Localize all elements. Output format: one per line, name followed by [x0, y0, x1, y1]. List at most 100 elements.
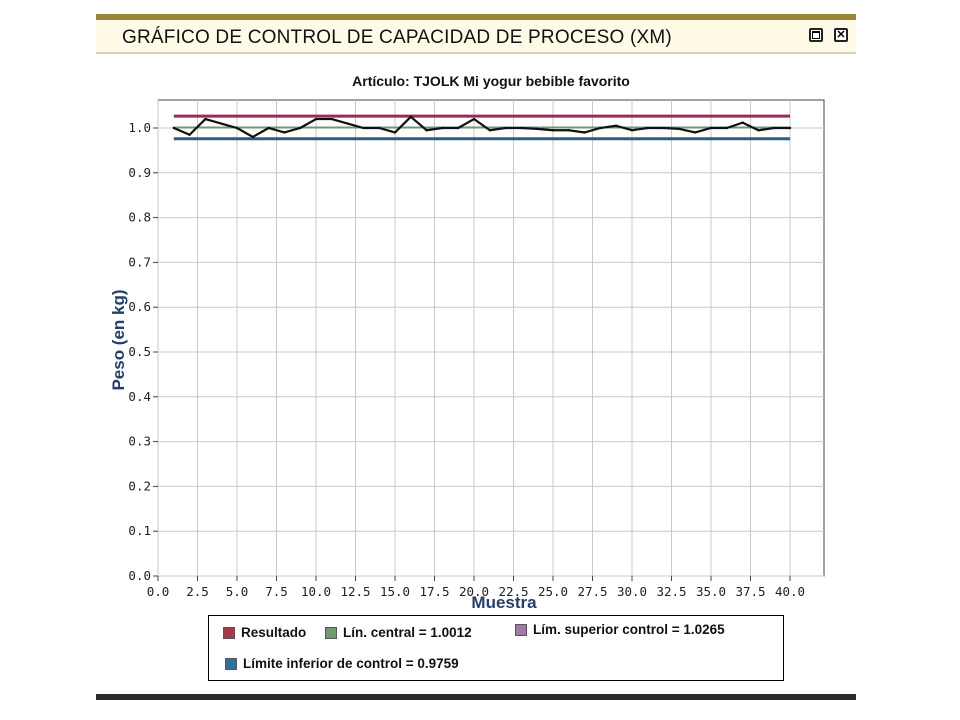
data-point: [251, 135, 254, 139]
data-point: [393, 131, 397, 134]
legend: Resultado Lín. central = 1.0012 Lím. sup…: [208, 615, 784, 681]
data-point: [204, 117, 207, 121]
data-point: [520, 126, 523, 130]
x-tick-label: 30.0: [617, 584, 647, 599]
plot-area: [157, 99, 825, 577]
data-point: [488, 129, 491, 132]
data-point: [536, 127, 539, 131]
data-point: [314, 117, 318, 121]
x-tick-label: 7.5: [265, 584, 288, 599]
data-point: [235, 126, 239, 130]
data-point: [425, 129, 428, 132]
legend-swatch: [325, 626, 337, 639]
legend-swatch: [225, 657, 237, 670]
y-tick-label: 0.5: [128, 344, 151, 359]
y-tick-label: 1.0: [128, 120, 151, 135]
x-tick-label: 0.0: [147, 584, 170, 599]
x-axis-label: Muestra: [471, 593, 537, 612]
x-axis-ticks: 0.0 2.5 5.0 7.5 10.0 12.5 15.0 17.5 20.0 22.5 25.0…: [147, 576, 805, 599]
legend-item-resultado: Resultado: [223, 625, 306, 640]
y-axis-label: Peso (en kg): [109, 289, 128, 390]
data-point: [678, 127, 681, 131]
y-tick-label: 0.2: [128, 478, 151, 493]
legend-label: Lím. superior control = 1.0265: [533, 622, 725, 637]
close-button[interactable]: ✕: [834, 28, 848, 42]
legend-item-upper: Lím. superior control = 1.0265: [515, 622, 725, 637]
data-point: [709, 126, 713, 130]
data-point: [583, 131, 586, 134]
legend-label: Límite inferior de control = 0.9759: [243, 656, 459, 671]
data-point: [567, 129, 570, 132]
data-point: [599, 126, 602, 130]
x-tick-label: 20.0: [459, 584, 489, 599]
y-axis-ticks: 0.0 0.1 0.2 0.3 0.4 0.5 0.6 0.7 0.8 0.9 1.0: [128, 120, 158, 583]
x-tick-label: 2.5: [186, 584, 209, 599]
data-point: [646, 126, 649, 130]
x-tick-label: 5.0: [226, 584, 249, 599]
data-point: [457, 126, 460, 130]
y-tick-label: 0.3: [128, 434, 151, 449]
y-tick-label: 0.1: [128, 523, 151, 538]
data-point: [362, 126, 365, 130]
data-point: [299, 126, 302, 130]
data-point: [615, 124, 618, 127]
x-tick-label: 40.0: [775, 584, 805, 599]
data-point: [694, 131, 697, 134]
legend-label: Resultado: [241, 625, 307, 640]
x-tick-label: 17.5: [419, 584, 449, 599]
data-point: [441, 126, 444, 130]
legend-swatch: [515, 623, 527, 636]
chart-title: Artículo: TJOLK Mi yogur bebible favorit…: [352, 73, 630, 89]
data-point: [378, 126, 381, 130]
y-tick-label: 0.9: [128, 165, 151, 180]
restore-button[interactable]: [809, 28, 823, 42]
data-point: [741, 121, 744, 124]
legend-swatch: [223, 626, 235, 639]
data-point: [725, 126, 728, 130]
data-point: [330, 117, 333, 121]
chart-window: GRÁFICO DE CONTROL DE CAPACIDAD DE PROCE…: [96, 14, 856, 700]
data-point: [172, 126, 175, 130]
data-point: [267, 126, 270, 130]
series-group: [172, 115, 792, 139]
data-point: [551, 129, 555, 132]
y-tick-label: 0.8: [128, 210, 151, 225]
x-tick-label: 37.5: [735, 584, 765, 599]
data-point: [788, 126, 792, 130]
x-tick-label: 10.0: [301, 584, 331, 599]
data-point: [504, 126, 507, 130]
data-point: [662, 126, 665, 130]
title-bar: GRÁFICO DE CONTROL DE CAPACIDAD DE PROCE…: [96, 14, 856, 52]
data-point: [757, 129, 760, 132]
data-point: [409, 115, 412, 119]
data-point: [283, 131, 286, 134]
control-lines: [173, 114, 790, 141]
y-tick-label: 0.4: [128, 389, 151, 404]
legend-item-central: Lín. central = 1.0012: [325, 625, 472, 640]
y-tick-label: 0.6: [128, 299, 151, 314]
restore-icon: [812, 31, 820, 39]
x-tick-label: 25.0: [538, 584, 568, 599]
x-tick-label: 27.5: [577, 584, 607, 599]
series-line: [173, 115, 790, 139]
x-tick-label: 15.0: [380, 584, 410, 599]
data-point: [346, 122, 349, 125]
data-point: [188, 133, 191, 136]
x-tick-label: 12.5: [340, 584, 370, 599]
legend-item-lower: Límite inferior de control = 0.9759: [225, 656, 459, 671]
data-point: [220, 122, 223, 125]
data-point: [472, 117, 476, 121]
y-tick-label: 0.0: [128, 568, 151, 583]
x-tick-label: 35.0: [696, 584, 726, 599]
close-icon: ✕: [836, 28, 846, 41]
data-point: [630, 129, 634, 132]
x-tick-label: 32.5: [656, 584, 686, 599]
x-tick-label: 22.5: [498, 584, 528, 599]
bottom-divider: [96, 694, 856, 700]
y-tick-label: 0.7: [128, 254, 151, 269]
data-point: [773, 126, 776, 130]
title-divider: [96, 52, 856, 54]
legend-label: Lín. central = 1.0012: [343, 625, 472, 640]
control-chart: 0.0 2.5 5.0 7.5 10.0 12.5 15.0 17.5 20.0 22.5 25.0…: [109, 73, 825, 612]
window-title: GRÁFICO DE CONTROL DE CAPACIDAD DE PROCE…: [122, 27, 672, 48]
